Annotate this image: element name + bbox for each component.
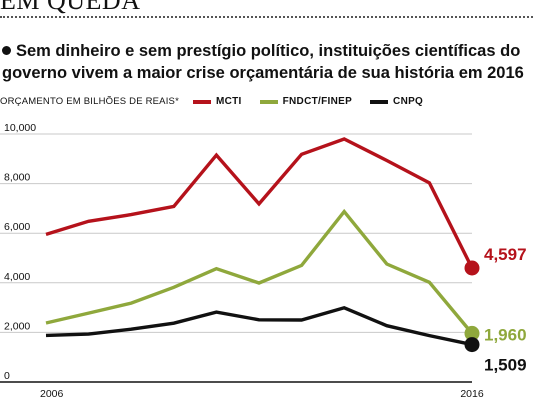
x-tick-label: 2006 xyxy=(40,388,64,400)
unit-label: ORÇAMENTO EM BILHÕES DE REAIS* xyxy=(0,96,179,107)
series-line-mcti xyxy=(45,137,474,269)
y-tick-label: 10,000 xyxy=(4,122,36,134)
legend-swatch-fndct-finep xyxy=(259,99,278,104)
chart-legend: ORÇAMENTO EM BILHÕES DE REAIS* MCTI FNDC… xyxy=(0,96,441,107)
endpoint-marker xyxy=(464,260,480,276)
legend-item-fndct-finep: FNDCT/FINEP xyxy=(259,96,353,107)
endpoint-value-label: 4,597 xyxy=(484,245,527,264)
endpoint-marker xyxy=(464,325,480,341)
legend-item-mcti: MCTI xyxy=(192,96,242,107)
y-tick-label: 2,000 xyxy=(4,320,30,332)
legend-label-mcti: MCTI xyxy=(215,96,242,107)
legend-label-cnpq: CNPQ xyxy=(393,96,424,107)
endpoint-marker xyxy=(464,337,480,353)
series-line-fndct-finep xyxy=(45,208,474,335)
bullet-icon xyxy=(2,46,11,55)
y-tick-label: 4,000 xyxy=(4,271,30,283)
endpoint-value-label: 1,509 xyxy=(484,356,527,375)
series-line-cnpq xyxy=(45,306,473,347)
x-tick-label: 2016 xyxy=(460,388,484,400)
endpoint-value-label: 1,960 xyxy=(484,325,527,344)
dotted-divider xyxy=(0,16,533,18)
subheadline-text: Sem dinheiro e sem prestígio político, i… xyxy=(2,42,524,82)
y-tick-label: 8,000 xyxy=(4,172,30,184)
y-tick-label: 0 xyxy=(4,370,10,382)
subheadline: Sem dinheiro e sem prestígio político, i… xyxy=(2,40,532,84)
legend-label-fndct-finep: FNDCT/FINEP xyxy=(282,96,353,107)
legend-item-cnpq: CNPQ xyxy=(370,96,423,107)
y-tick-label: 6,000 xyxy=(4,221,30,233)
legend-swatch-cnpq xyxy=(370,99,389,104)
legend-swatch-mcti xyxy=(192,99,211,104)
headline: EM QUEDA xyxy=(0,0,141,15)
